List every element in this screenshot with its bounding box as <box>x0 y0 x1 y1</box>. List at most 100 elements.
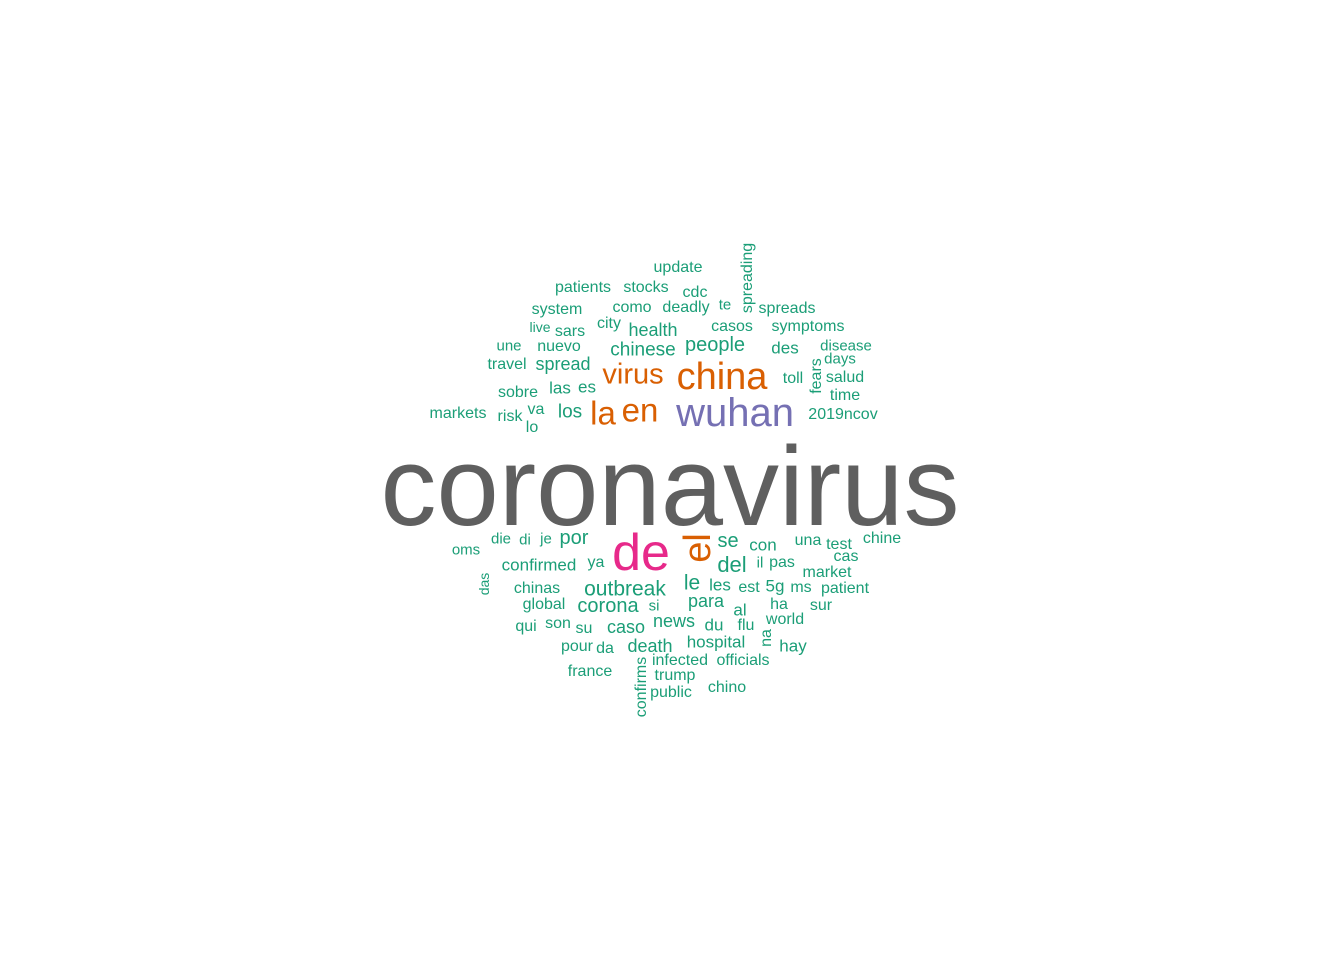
word-flu: flu <box>737 617 755 634</box>
word-france: france <box>567 663 613 680</box>
word-officials: officials <box>716 652 770 669</box>
word-spreading: spreading <box>739 242 756 314</box>
word-corona: corona <box>577 595 639 617</box>
word-update: update <box>653 259 703 276</box>
word-qui: qui <box>515 618 537 635</box>
word-pas: pas <box>769 554 795 571</box>
word-el: el <box>677 533 719 563</box>
word-ha: ha <box>770 596 788 613</box>
word-il: il <box>756 554 764 572</box>
word-world: world <box>765 611 805 628</box>
word-coronavirus: coronavirus <box>380 424 960 549</box>
word-de: de <box>612 524 670 582</box>
word-news: news <box>652 611 696 631</box>
word-time: time <box>829 387 861 404</box>
word-disease: disease <box>820 337 872 355</box>
word-sobre: sobre <box>497 384 539 401</box>
word-deadly: deadly <box>662 299 710 316</box>
word-les: les <box>709 575 731 595</box>
word-spreads: spreads <box>758 300 816 317</box>
word-2019ncov: 2019ncov <box>808 406 878 423</box>
word-chinas: chinas <box>513 580 561 597</box>
word-public: public <box>650 684 692 701</box>
word-es: es <box>578 377 596 397</box>
word-se: se <box>717 530 739 552</box>
word-patient: patient <box>820 580 870 597</box>
word-days: days <box>824 350 856 368</box>
word-cas: cas <box>833 548 859 565</box>
word-travel: travel <box>487 356 527 373</box>
word-du: du <box>704 615 724 635</box>
word-hay: hay <box>779 636 807 656</box>
word-die: die <box>490 530 512 548</box>
word-5g: 5g <box>765 576 785 596</box>
word-stocks: stocks <box>623 279 669 296</box>
word-si: si <box>648 597 660 615</box>
word-trump: trump <box>654 667 696 684</box>
word-por: por <box>559 527 589 549</box>
word-test: test <box>826 536 852 553</box>
word-son: son <box>545 615 571 632</box>
word-salud: salud <box>825 369 865 386</box>
word-hospital: hospital <box>686 632 746 652</box>
word-su: su <box>575 620 593 637</box>
word-spread: spread <box>535 354 591 374</box>
word-para: para <box>687 591 725 611</box>
word-confirms: confirms <box>633 656 650 718</box>
word-al: al <box>733 600 747 620</box>
word-casos: casos <box>711 318 753 335</box>
word-los: los <box>557 401 583 423</box>
word-na: na <box>758 629 775 647</box>
word-das: das <box>476 572 492 596</box>
word-patients: patients <box>554 279 612 296</box>
word-death: death <box>627 636 673 656</box>
word-virus: virus <box>602 358 664 391</box>
word-cdc: cdc <box>682 284 708 301</box>
word-system: system <box>531 301 583 318</box>
word-da: da <box>596 640 614 657</box>
word-te: te <box>718 296 732 314</box>
word-sur: sur <box>809 597 833 614</box>
word-symptoms: symptoms <box>771 318 845 335</box>
word-di: di <box>519 531 531 549</box>
word-ms: ms <box>790 579 812 596</box>
word-la: la <box>590 394 616 432</box>
word-live: live <box>529 319 551 335</box>
word-pour: pour <box>560 638 594 655</box>
word-oms: oms <box>451 541 481 559</box>
word-health: health <box>628 320 678 340</box>
word-china: china <box>676 356 768 398</box>
word-global: global <box>522 596 566 613</box>
word-le: le <box>683 571 701 595</box>
word-como: como <box>612 299 652 316</box>
word-markets: markets <box>429 405 487 422</box>
word-une: une <box>496 337 522 355</box>
word-est: est <box>738 579 760 596</box>
word-people: people <box>684 334 746 356</box>
word-wuhan: wuhan <box>676 391 794 435</box>
word-infected: infected <box>651 652 709 669</box>
word-city: city <box>597 315 621 332</box>
word-outbreak: outbreak <box>584 577 666 601</box>
word-confirmed: confirmed <box>501 555 577 575</box>
word-je: je <box>540 530 552 548</box>
word-una: una <box>794 532 822 549</box>
word-sars: sars <box>554 323 586 340</box>
word-va: va <box>527 401 545 418</box>
word-con: con <box>749 535 777 555</box>
word-des: des <box>771 338 799 358</box>
word-market: market <box>802 564 852 581</box>
word-risk: risk <box>497 408 523 425</box>
word-chino: chino <box>707 679 747 696</box>
word-chine: chine <box>862 530 902 547</box>
word-chinese: chinese <box>610 339 676 361</box>
word-nuevo: nuevo <box>537 338 581 355</box>
word-del: del <box>717 552 747 577</box>
word-fears: fears <box>808 358 825 394</box>
word-lo: lo <box>525 419 539 436</box>
word-caso: caso <box>606 617 646 637</box>
word-las: las <box>549 378 571 398</box>
word-en: en <box>621 391 659 429</box>
word-toll: toll <box>782 370 804 387</box>
